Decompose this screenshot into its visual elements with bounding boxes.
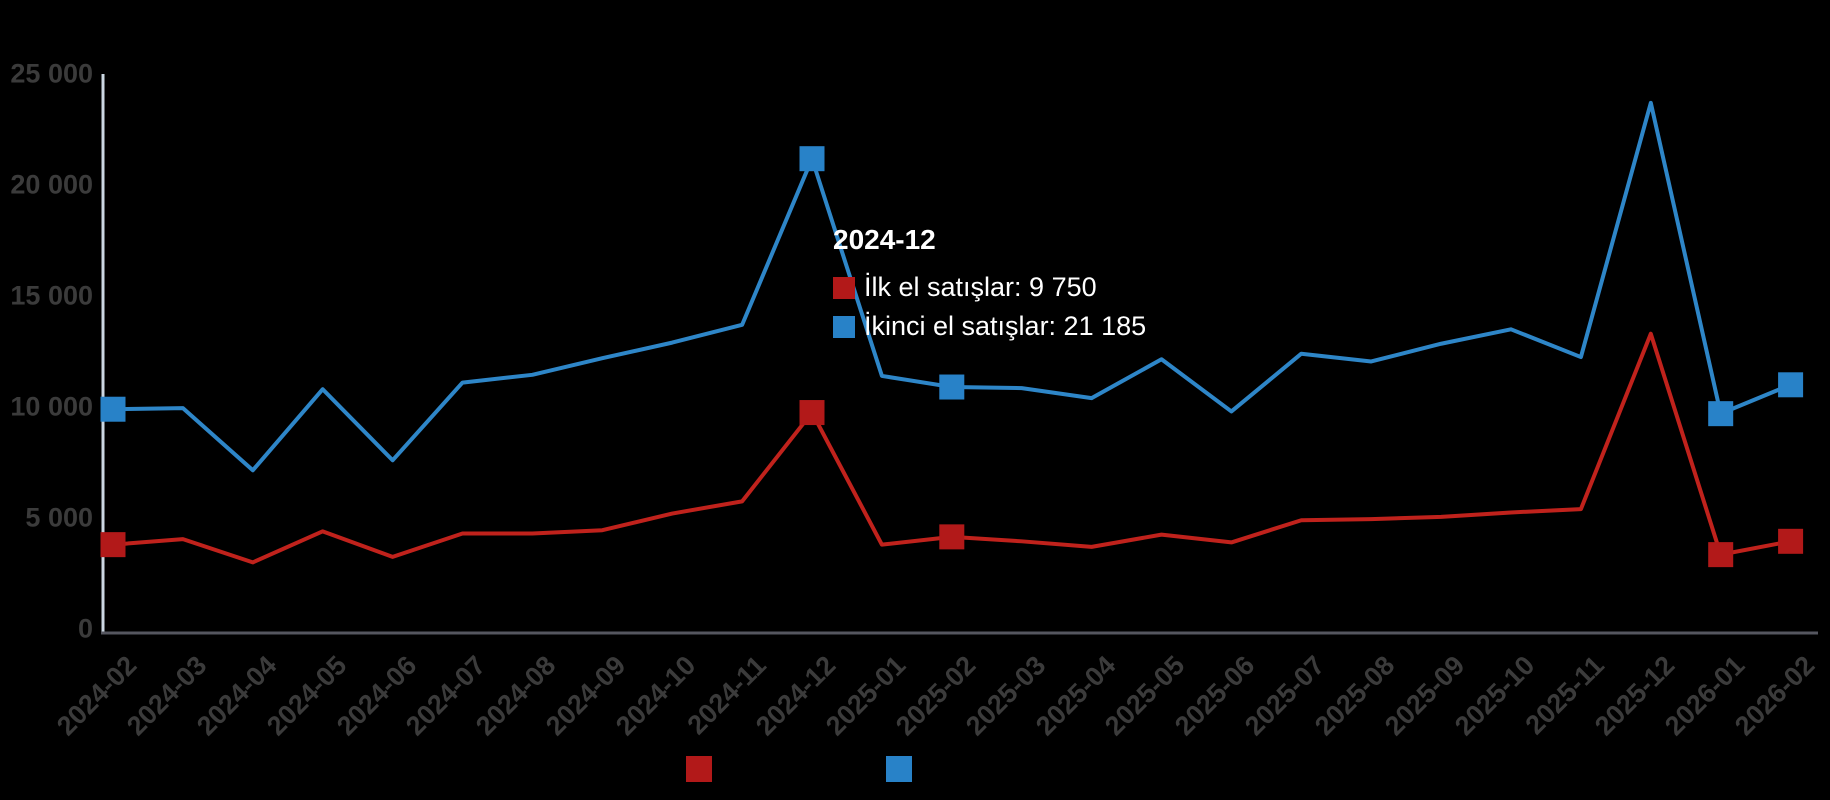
blue-legend-marker-icon [886,755,912,782]
y-tick-label-5000: 5 000 [25,502,93,533]
data-point-marker-1-2026-02[interactable] [1778,372,1804,398]
data-point-marker-1-2024-12[interactable] [799,146,825,172]
y-tick-label-10000: 10 000 [10,391,93,422]
blue-series-marker-icon [833,315,855,338]
tooltip-row-first-hand: İlk el satışlar: 9 750 [833,272,1146,303]
data-point-marker-0-2025-02[interactable] [939,524,965,550]
data-point-marker-1-2025-02[interactable] [939,374,965,400]
data-point-marker-1-2026-01[interactable] [1708,401,1734,427]
data-point-marker-0-2024-12[interactable] [799,400,825,426]
red-legend-marker-icon [686,755,712,782]
tooltip-second-hand-text: İkinci el satışlar: 21 185 [864,311,1147,341]
red-series-marker-icon [833,276,855,299]
data-point-marker-0-2024-02[interactable] [100,532,126,558]
legend-label-second-hand: İkinci el satışlar [922,753,1107,783]
legend-item-second-hand[interactable]: İkinci el satışlar [886,753,1107,784]
data-point-marker-0-2026-01[interactable] [1708,542,1734,568]
data-point-marker-0-2026-02[interactable] [1778,528,1804,554]
y-tick-label-20000: 20 000 [10,169,93,200]
data-point-marker-1-2024-02[interactable] [100,396,126,422]
tooltip-title: 2024-12 [833,224,936,255]
y-tick-label-15000: 15 000 [10,280,93,311]
y-tick-label-0: 0 [77,613,93,644]
y-tick-label-25000: 25 000 [10,58,93,89]
legend-item-first-hand[interactable]: İlk el satışlar [686,753,872,784]
tooltip-first-hand-text: İlk el satışlar: 9 750 [864,272,1097,302]
tooltip: 2024-12 İlk el satışlar: 9 750 İkinci el… [833,224,1146,342]
legend-label-first-hand: İlk el satışlar [722,753,873,783]
tooltip-row-second-hand: İkinci el satışlar: 21 185 [833,311,1146,342]
